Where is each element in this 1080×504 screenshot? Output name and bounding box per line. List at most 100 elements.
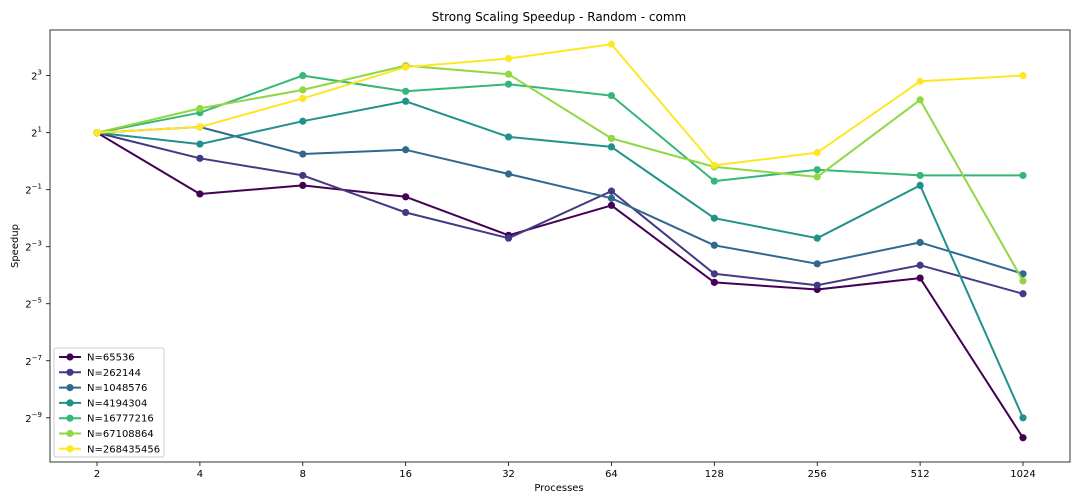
data-point: [813, 234, 821, 242]
data-point: [299, 150, 307, 158]
data-point: [710, 177, 718, 185]
y-tick-label: 21: [31, 126, 42, 140]
data-point: [299, 181, 307, 190]
legend-label: N=1048576: [87, 383, 147, 394]
data-point: [196, 190, 204, 198]
data-point: [402, 193, 410, 201]
legend-item: N=65536: [59, 353, 135, 364]
y-tick-label: 2−9: [25, 411, 42, 425]
data-point: [710, 278, 718, 286]
data-point: [813, 173, 821, 181]
data-point: [607, 91, 616, 100]
legend-label: N=65536: [87, 353, 135, 364]
data-point: [196, 154, 204, 162]
x-tick-label: 64: [605, 469, 618, 480]
data-point: [813, 149, 821, 157]
legend-item: N=1048576: [59, 383, 147, 394]
data-point: [916, 96, 924, 104]
data-point: [607, 40, 616, 48]
data-point: [402, 146, 410, 154]
data-point: [402, 208, 410, 217]
legend-label: N=268435456: [87, 444, 160, 455]
y-tick-label: 2−1: [25, 183, 42, 197]
data-point: [916, 77, 924, 85]
legend-label: N=16777216: [87, 414, 154, 425]
data-point: [916, 238, 924, 247]
data-point: [710, 241, 718, 249]
series-layer: [93, 40, 1027, 442]
data-point: [916, 274, 924, 282]
data-point: [607, 194, 616, 202]
data-point: [916, 171, 924, 180]
data-point: [402, 97, 410, 105]
series-line: [96, 131, 1024, 295]
data-point: [402, 87, 410, 95]
series-N=268435456: [93, 40, 1027, 170]
legend-label: N=4194304: [87, 398, 147, 409]
legend-label: N=262144: [87, 368, 141, 379]
data-point: [299, 86, 307, 94]
x-tick-label: 256: [808, 469, 827, 480]
x-tick-label: 2: [94, 469, 100, 480]
x-tick-label: 8: [300, 469, 306, 480]
data-point: [813, 260, 821, 268]
x-tick-label: 512: [911, 469, 930, 480]
x-tick-label: 128: [705, 469, 724, 480]
data-point: [607, 134, 616, 142]
data-point: [607, 143, 616, 151]
data-point: [1019, 434, 1027, 442]
data-point: [504, 80, 513, 88]
x-tick-label: 1024: [1010, 469, 1035, 480]
y-axis: 2−9 2−7 2−5 2−3 2−1 21 23: [25, 69, 50, 425]
data-point: [299, 171, 307, 180]
legend-item: N=67108864: [59, 429, 154, 440]
y-tick-label: 23: [31, 69, 42, 83]
series-line: [96, 64, 1024, 282]
data-point: [607, 187, 616, 195]
y-tick-label: 2−3: [25, 240, 42, 254]
data-point: [1019, 277, 1027, 285]
y-tick-label: 2−5: [25, 297, 42, 311]
x-tick-label: 16: [399, 469, 412, 480]
data-point: [93, 129, 101, 137]
data-point: [196, 104, 204, 113]
series-line: [96, 131, 1024, 439]
data-point: [1019, 270, 1027, 278]
data-point: [299, 72, 307, 80]
x-axis-title: Processes: [534, 483, 583, 494]
legend-item: N=262144: [59, 368, 141, 379]
legend-marker: [66, 429, 74, 438]
legend-marker: [66, 445, 74, 453]
data-point: [299, 117, 307, 125]
legend-marker: [66, 368, 74, 376]
y-axis-title: Speedup: [10, 224, 21, 268]
series-line: [96, 100, 1024, 419]
legend-marker: [66, 399, 74, 407]
data-point: [813, 166, 821, 174]
x-axis: 2 4 8 16 32 64 128 256 512 1024: [94, 462, 1036, 480]
chart-title: Strong Scaling Speedup - Random - comm: [432, 10, 686, 24]
data-point: [710, 214, 718, 222]
legend-marker: [66, 414, 74, 422]
data-point: [710, 270, 718, 278]
data-point: [299, 94, 307, 103]
series-line: [96, 126, 1024, 275]
data-point: [607, 201, 616, 209]
data-point: [1019, 171, 1027, 180]
series-line: [96, 74, 1023, 183]
data-point: [1019, 290, 1027, 298]
data-point: [1019, 72, 1027, 80]
legend: N=65536 N=262144 N=1048576 N=4194304 N=16777…: [53, 347, 165, 458]
legend-item: N=16777216: [59, 414, 154, 425]
data-point: [196, 140, 204, 148]
data-point: [504, 70, 513, 78]
data-point: [1019, 414, 1027, 422]
legend-marker: [66, 384, 74, 392]
plot-area: [49, 29, 1071, 463]
data-point: [504, 234, 513, 242]
data-point: [504, 133, 513, 141]
series-N=4194304: [93, 97, 1027, 422]
data-point: [504, 170, 513, 178]
